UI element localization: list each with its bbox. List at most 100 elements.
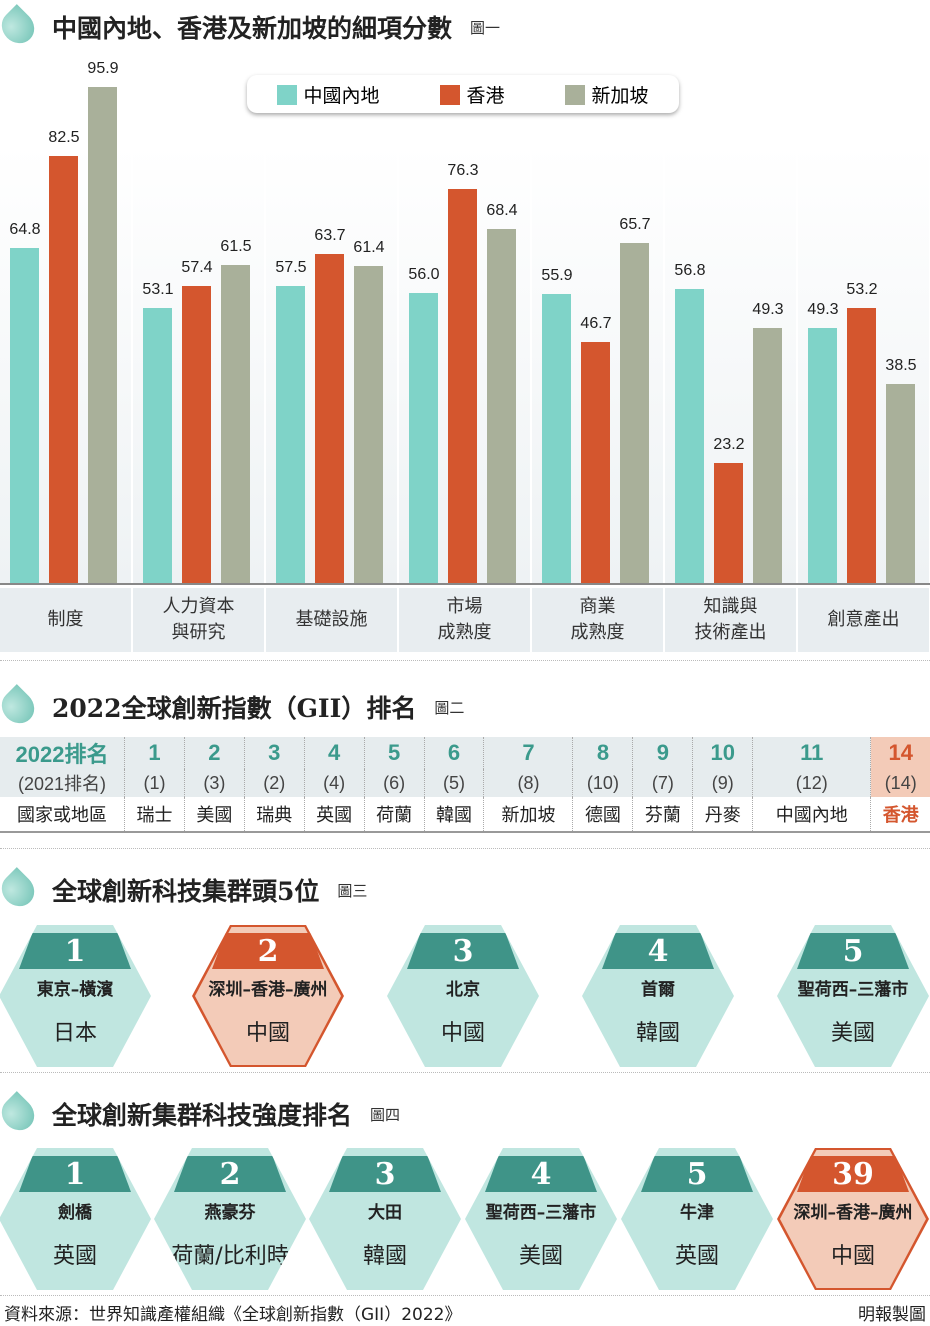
cluster-name: 聖荷西–三藩市 — [797, 980, 909, 1000]
rank-badge: 5 — [641, 1156, 753, 1192]
prev-rank-cell: (4) — [303, 769, 365, 797]
cluster-country: 荷蘭/比利時 — [171, 1244, 289, 1269]
rank-cell: 7 — [483, 737, 573, 769]
leaf-icon — [0, 684, 41, 730]
rank-badge: 39 — [797, 1156, 909, 1192]
data-label: 95.9 — [87, 60, 119, 78]
data-label: 38.5 — [885, 356, 917, 374]
rank-cell: 11 — [752, 737, 871, 769]
bar — [315, 253, 344, 583]
bar — [753, 328, 782, 583]
data-label: 49.3 — [752, 301, 784, 319]
cluster-country: 韓國 — [635, 1021, 680, 1046]
legend-item: 新加坡 — [565, 81, 649, 108]
country-cell: 韓國 — [423, 797, 484, 833]
bar — [542, 294, 571, 583]
data-label: 68.4 — [486, 202, 518, 220]
prev-rank-cell: (9) — [692, 769, 753, 797]
bar — [675, 289, 704, 583]
cluster-country: 英國 — [52, 1244, 97, 1269]
data-label: 56.8 — [674, 262, 706, 280]
rank-cell: 6 — [423, 737, 484, 769]
cluster-name: 東京–橫濱 — [36, 980, 114, 1000]
data-label: 82.5 — [48, 129, 80, 147]
prev-rank-cell: (2) — [243, 769, 305, 797]
cluster-country: 中國 — [245, 1021, 290, 1046]
category-label: 知識與 技術產出 — [665, 588, 796, 652]
prev-rank-cell: (1) — [124, 769, 185, 797]
gii-ranking-table: 2022排名 1 2 3 4 5 6 7 8 9 10 11 14 (2021排名) (1) (3) (2)(… — [0, 737, 930, 833]
data-label: 55.9 — [541, 266, 573, 284]
bar — [620, 243, 649, 583]
bar — [847, 307, 876, 583]
cluster-country: 美國 — [518, 1244, 563, 1269]
bar — [409, 293, 438, 583]
cluster-hexagon: 4 聖荷西–三藩市 美國 — [465, 1148, 617, 1290]
rank-badge: 5 — [797, 933, 909, 969]
data-label: 64.8 — [9, 220, 41, 238]
rank-header: 2022排名 — [0, 737, 125, 769]
section-header-4: 全球創新集群科技強度排名 圖四 — [0, 1091, 401, 1137]
x-axis — [0, 583, 930, 585]
category-label: 市場 成熟度 — [399, 588, 530, 652]
cluster-country: 英國 — [674, 1244, 719, 1269]
rank-badge: 3 — [407, 933, 519, 969]
rank-cell: 9 — [632, 737, 693, 769]
cluster-country: 中國 — [830, 1244, 875, 1269]
figure-label: 圖一 — [470, 18, 501, 37]
cluster-hexagon: 3 北京 中國 — [387, 925, 539, 1067]
bar — [143, 308, 172, 583]
country-cell: 瑞士 — [124, 797, 185, 833]
bar — [276, 285, 305, 583]
source-note: 資料來源：世界知識產權組織《全球創新指數（GII）2022》 — [4, 1305, 462, 1325]
cluster-country: 韓國 — [362, 1244, 407, 1269]
leaf-icon — [0, 4, 41, 50]
country-cell: 荷蘭 — [363, 797, 425, 833]
data-label: 65.7 — [619, 216, 651, 234]
prev-rank-cell: (10) — [572, 769, 633, 797]
data-label: 76.3 — [447, 161, 479, 179]
section-header-2: 2022全球創新指數（GII）排名 圖二 — [0, 684, 464, 730]
prev-rank-header: (2021排名) — [0, 769, 125, 797]
data-label: 23.2 — [713, 436, 745, 454]
data-label: 49.3 — [807, 301, 839, 319]
rank-cell: 2 — [183, 737, 245, 769]
prev-rank-cell: (6) — [363, 769, 425, 797]
rank-badge: 1 — [19, 1156, 131, 1192]
cluster-hexagon: 1 劍橋 英國 — [0, 1148, 151, 1290]
data-label: 53.1 — [142, 281, 174, 299]
name-header: 國家或地區 — [0, 797, 125, 833]
rank-cell: 10 — [692, 737, 753, 769]
rank-cell: 1 — [124, 737, 185, 769]
leaf-icon — [0, 1091, 41, 1137]
prev-rank-cell: (5) — [423, 769, 484, 797]
data-label: 56.0 — [408, 266, 440, 284]
category-label: 人力資本 與研究 — [133, 588, 264, 652]
rank-cell: 8 — [572, 737, 633, 769]
country-cell: 瑞典 — [243, 797, 305, 833]
cluster-country: 中國 — [440, 1021, 485, 1046]
rank-badge: 3 — [329, 1156, 441, 1192]
chart-legend: 中國內地 香港 新加坡 — [247, 75, 679, 113]
figure-label: 圖四 — [370, 1105, 401, 1124]
category-label: 基礎設施 — [266, 588, 397, 652]
rank-cell: 4 — [303, 737, 365, 769]
bar — [182, 286, 211, 583]
category-label: 制度 — [0, 588, 131, 652]
cluster-name: 大田 — [368, 1203, 402, 1223]
cluster-name: 深圳–香港–廣州 — [793, 1203, 913, 1223]
bar-chart: 中國內地 香港 新加坡 64.8 82.5 95.9 53.1 57.4 61.5 57.5… — [0, 55, 930, 585]
cluster-hexagon: 39 深圳–香港–廣州中國 — [777, 1148, 929, 1290]
section-title: 2022全球創新指數（GII）排名 — [52, 694, 417, 723]
cluster-hexagon: 4 首爾 韓國 — [582, 925, 734, 1067]
legend-item: 香港 — [440, 81, 505, 108]
cluster-hexagon: 3 大田韓國 — [309, 1148, 461, 1290]
prev-rank-cell: (7) — [632, 769, 693, 797]
bar — [88, 87, 117, 583]
section-title: 中國內地、香港及新加坡的細項分數 — [52, 14, 453, 43]
rank-badge: 4 — [485, 1156, 597, 1192]
rank-badge: 2 — [174, 1156, 286, 1192]
cluster-name: 燕豪芬 — [204, 1203, 256, 1223]
prev-rank-cell: (3) — [183, 769, 245, 797]
